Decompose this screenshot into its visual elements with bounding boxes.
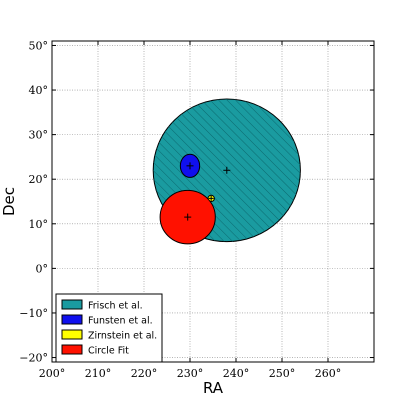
legend-swatch-zirnstein-et-al [61,329,83,340]
ticks: 200° 210° 220° 230° 240° 250° 260° −20° −10° 0° 10… [19,39,374,380]
legend-label-circle-fit: Circle Fit [88,346,129,357]
legend-swatch-frisch-et-al [61,299,83,310]
legend: Frisch et al. Funsten et al. Zirnstein et … [55,293,163,363]
legend-label-frisch-et-al: Frisch et al. [88,301,143,312]
x-tick-label: 240° [223,367,250,380]
y-tick-label: 0° [36,262,49,275]
x-tick-label: 200° [39,367,66,380]
y-tick-label: 50° [29,39,49,52]
y-tick-label: 40° [29,84,49,97]
x-axis-label: RA [203,379,224,397]
y-tick-label: 30° [29,129,49,142]
legend-swatch-funsten-et-al [61,314,83,325]
x-tick-label: 210° [85,367,112,380]
x-tick-label: 260° [315,367,342,380]
y-axis-label: Dec [0,187,18,216]
plot-frame [51,40,375,363]
x-tick-label: 250° [269,367,296,380]
y-tick-label: 10° [29,218,49,231]
y-tick-label: −10° [19,307,48,320]
x-tick-label: 230° [177,367,204,380]
legend-label-funsten-et-al: Funsten et al. [88,316,153,327]
legend-swatch-circle-fit [61,344,83,355]
data-layer [152,98,301,245]
y-tick-label: −20° [19,352,48,365]
x-tick-label: 220° [131,367,158,380]
legend-label-zirnstein-et-al: Zirnstein et al. [88,331,157,342]
y-tick-label: 20° [29,173,49,186]
